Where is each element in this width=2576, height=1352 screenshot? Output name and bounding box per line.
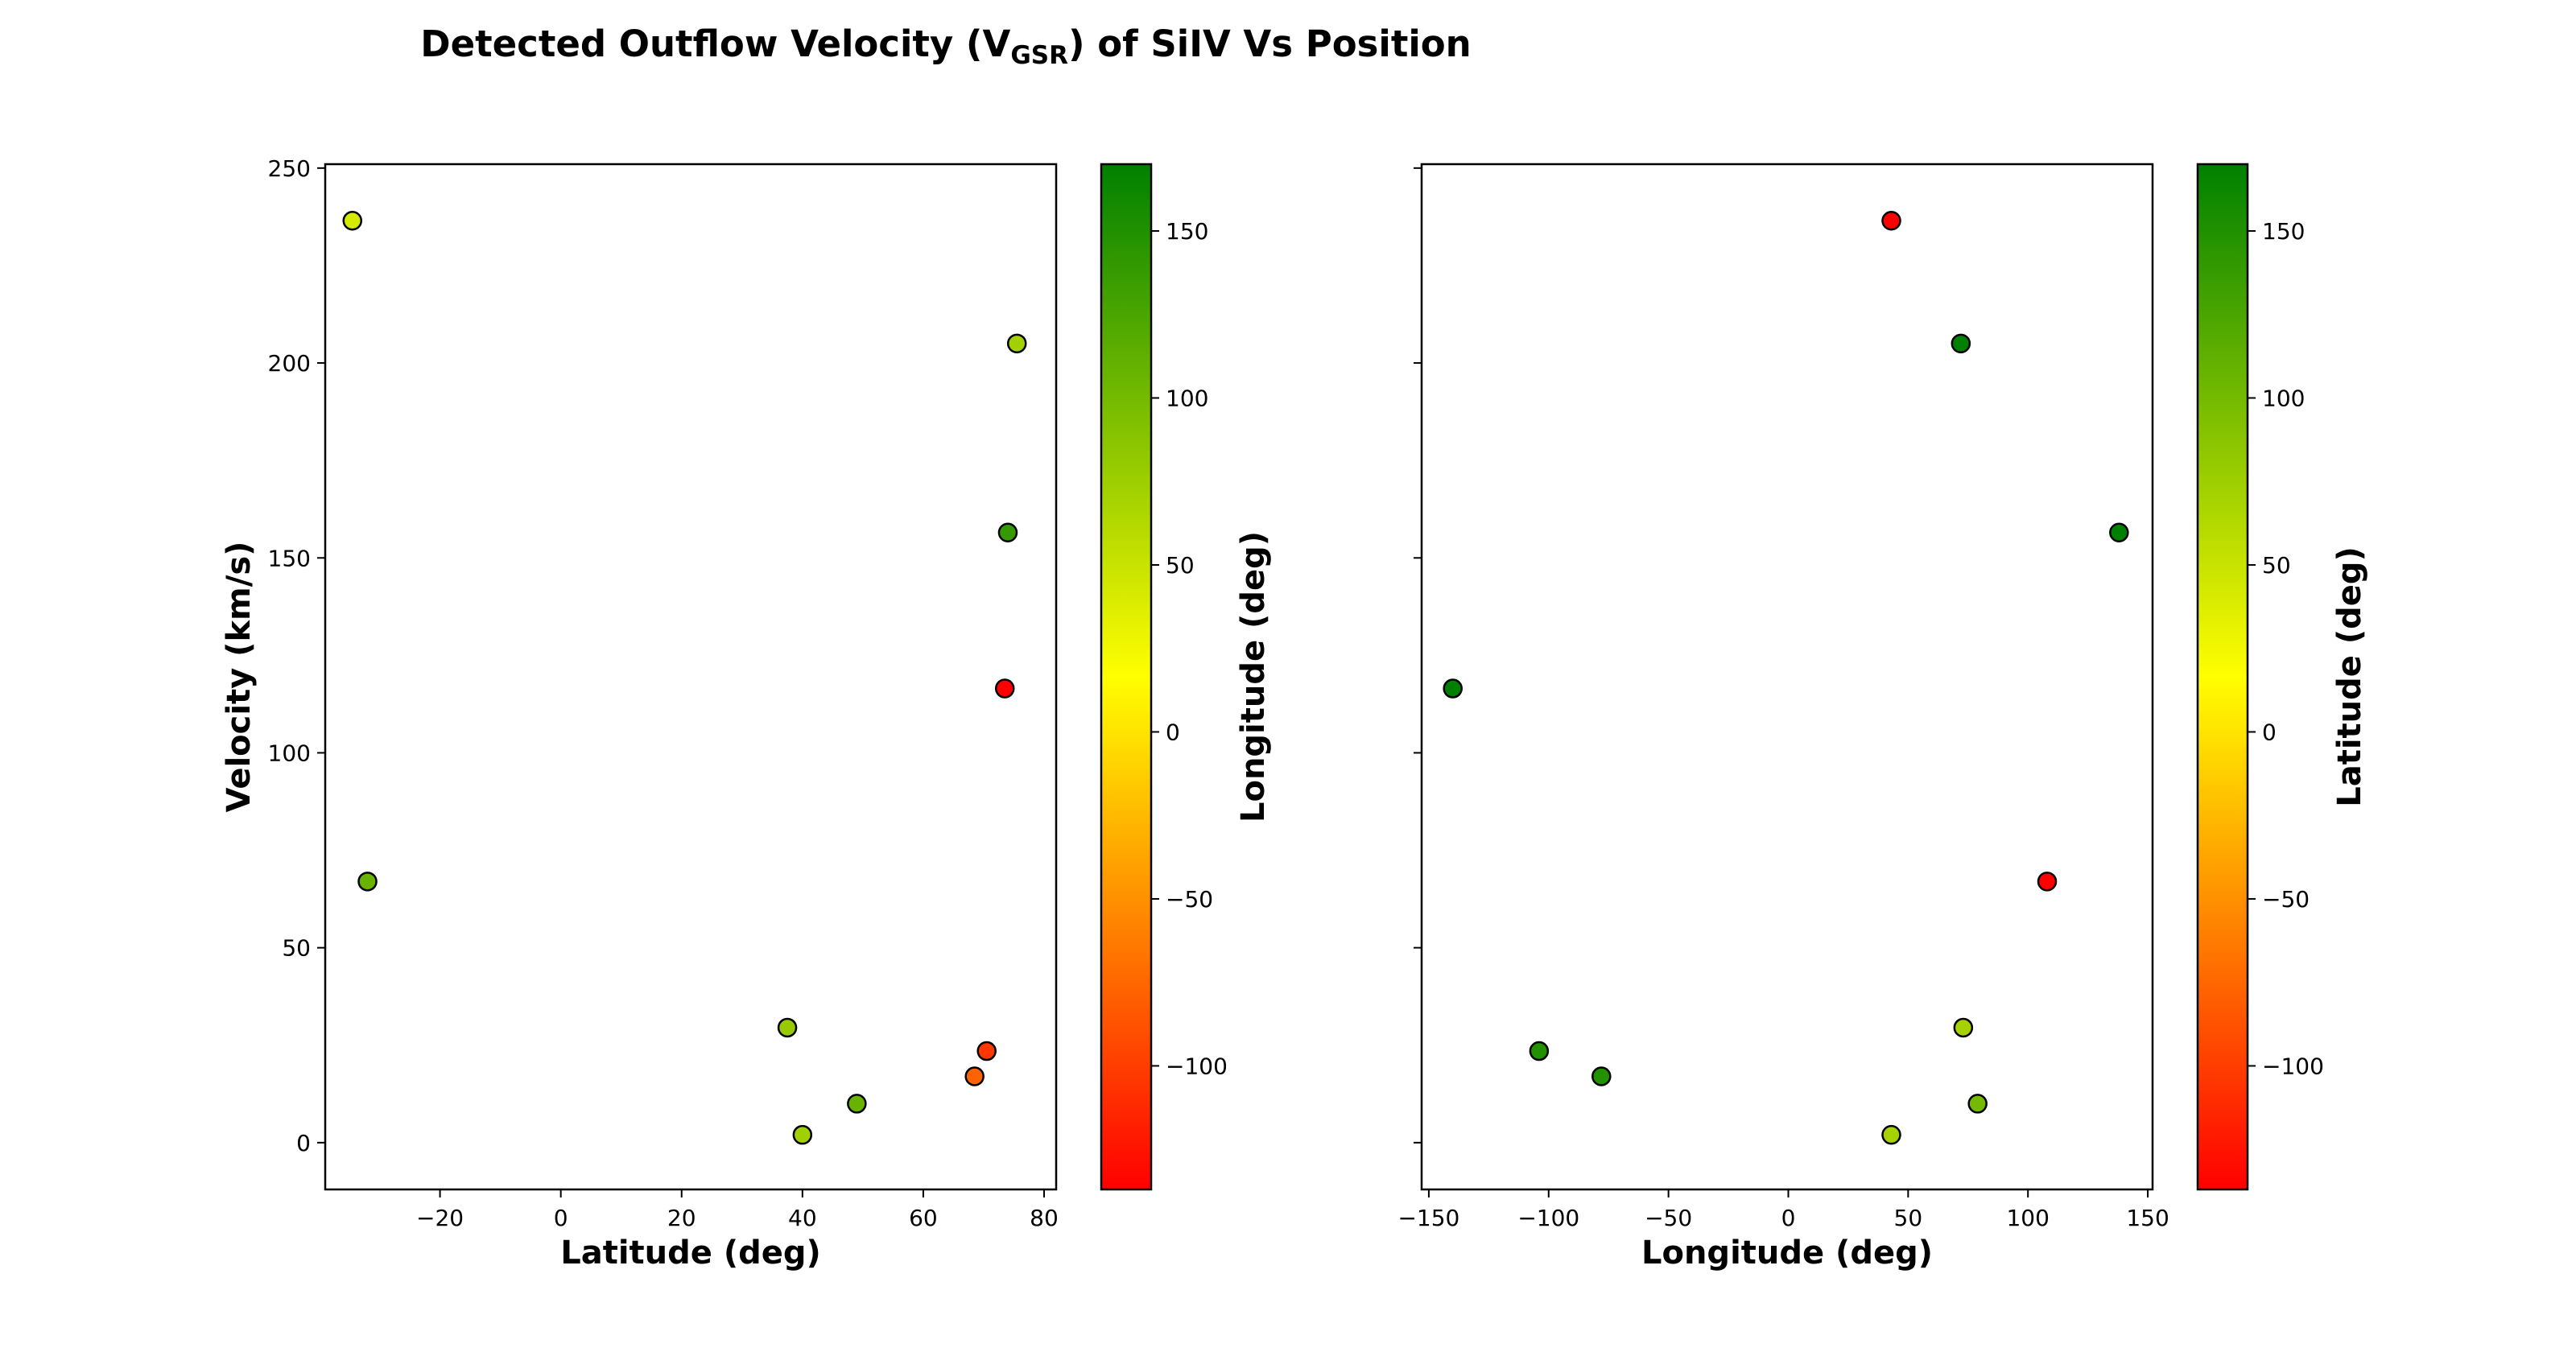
left-y-tick-label: 50 xyxy=(282,935,311,962)
left-colorbar-tick-label: −50 xyxy=(1166,886,1213,913)
right-data-point xyxy=(1591,1066,1612,1086)
left-colorbar-tick-label: 150 xyxy=(1166,218,1208,245)
chart-title-subscript: GSR xyxy=(1010,41,1068,70)
left-y-tick-label: 200 xyxy=(268,350,311,377)
left-data-point xyxy=(342,210,363,231)
left-data-point xyxy=(792,1124,813,1145)
left-x-tick-label: 80 xyxy=(1030,1205,1059,1231)
right-x-tick-label: 0 xyxy=(1781,1205,1796,1231)
left-y-tick-label: 150 xyxy=(268,545,311,571)
right-x-tick-label: 100 xyxy=(2006,1205,2049,1231)
right-colorbar-tick-label: 50 xyxy=(2262,552,2291,579)
left-colorbar-frame xyxy=(1100,163,1153,1191)
right-data-point xyxy=(1881,210,1901,231)
right-colorbar-label: Latitude (deg) xyxy=(2331,546,2368,807)
left-y-tick-label: 0 xyxy=(296,1130,311,1156)
right-data-point xyxy=(1443,678,1463,699)
left-colorbar-tick-label: 100 xyxy=(1166,385,1208,411)
right-x-tick-label: −100 xyxy=(1517,1205,1579,1231)
right-axis-ticks: −150 −100 −50 0 50 100 150 xyxy=(1397,167,2169,1231)
right-data-point xyxy=(1953,1017,1974,1038)
left-data-point xyxy=(847,1094,867,1114)
right-colorbar-tick-label: −50 xyxy=(2262,886,2310,913)
right-data-point xyxy=(1529,1041,1550,1061)
left-data-point xyxy=(976,1041,997,1061)
right-scatter-panel: −150 −100 −50 0 50 100 150 Longitude (deg) xyxy=(1397,163,2169,1272)
chart-title-prefix: Detected Outflow Velocity (V xyxy=(420,23,1010,65)
left-data-point xyxy=(994,678,1015,699)
right-colorbar-tick-label: 100 xyxy=(2262,385,2305,411)
left-y-tick-label: 250 xyxy=(268,155,311,182)
right-plot-frame xyxy=(1420,163,2154,1191)
left-x-tick-label: 20 xyxy=(667,1205,696,1231)
left-scatter-panel: −20 0 20 40 60 80 0 50 100 150 200 250 Latitude (de… xyxy=(221,155,1059,1272)
left-colorbar-label: Longitude (deg) xyxy=(1235,531,1272,822)
left-colorbar: −100 −50 0 50 100 150 Longitude (deg) xyxy=(1100,163,1272,1191)
left-colorbar-tick-label: 50 xyxy=(1166,552,1195,579)
left-data-points xyxy=(342,210,1027,1145)
left-data-point xyxy=(964,1066,985,1086)
left-x-axis-label: Latitude (deg) xyxy=(560,1235,821,1272)
left-axis-ticks: −20 0 20 40 60 80 0 50 100 150 200 250 xyxy=(268,155,1059,1231)
right-x-axis-label: Longitude (deg) xyxy=(1641,1235,1933,1272)
left-data-point xyxy=(1006,333,1027,354)
right-data-point xyxy=(1967,1094,1988,1114)
left-data-point xyxy=(357,872,378,892)
left-colorbar-gradient xyxy=(1101,164,1151,1189)
right-colorbar-tick-label: 0 xyxy=(2262,719,2277,745)
right-data-point xyxy=(2037,872,2058,892)
right-colorbar-frame xyxy=(2196,163,2249,1191)
right-x-tick-label: −50 xyxy=(1645,1205,1692,1231)
left-x-tick-label: 40 xyxy=(788,1205,817,1231)
left-plot-frame xyxy=(324,163,1058,1191)
right-colorbar-tick-label: −100 xyxy=(2262,1053,2324,1079)
right-colorbar-tick-label: 150 xyxy=(2262,218,2305,245)
right-colorbar-ticks: −100 −50 0 50 100 150 xyxy=(2248,218,2324,1079)
left-colorbar-tick-label: −100 xyxy=(1166,1053,1228,1079)
chart-title: Detected Outflow Velocity (VGSR) of SiIV… xyxy=(420,23,1471,70)
right-data-point xyxy=(1881,1124,1901,1145)
left-colorbar-tick-label: 0 xyxy=(1166,719,1180,745)
left-x-tick-label: 60 xyxy=(909,1205,938,1231)
left-y-tick-label: 100 xyxy=(268,740,311,766)
left-data-point xyxy=(777,1017,798,1038)
left-y-axis-label: Velocity (km/s) xyxy=(221,542,258,813)
left-colorbar-ticks: −100 −50 0 50 100 150 xyxy=(1151,218,1228,1079)
right-data-point xyxy=(2109,522,2129,543)
right-x-tick-label: −150 xyxy=(1397,1205,1459,1231)
right-colorbar-gradient xyxy=(2198,164,2248,1189)
left-x-tick-label: 0 xyxy=(554,1205,568,1231)
right-data-point xyxy=(1951,333,1971,354)
left-x-tick-label: −20 xyxy=(416,1205,464,1231)
right-colorbar: −100 −50 0 50 100 150 Latitude (deg) xyxy=(2196,163,2368,1191)
right-data-points xyxy=(1443,210,2129,1145)
right-x-tick-label: 150 xyxy=(2126,1205,2169,1231)
chart-title-suffix: ) of SiIV Vs Position xyxy=(1068,23,1472,65)
left-data-point xyxy=(997,522,1018,543)
right-x-tick-label: 50 xyxy=(1894,1205,1923,1231)
